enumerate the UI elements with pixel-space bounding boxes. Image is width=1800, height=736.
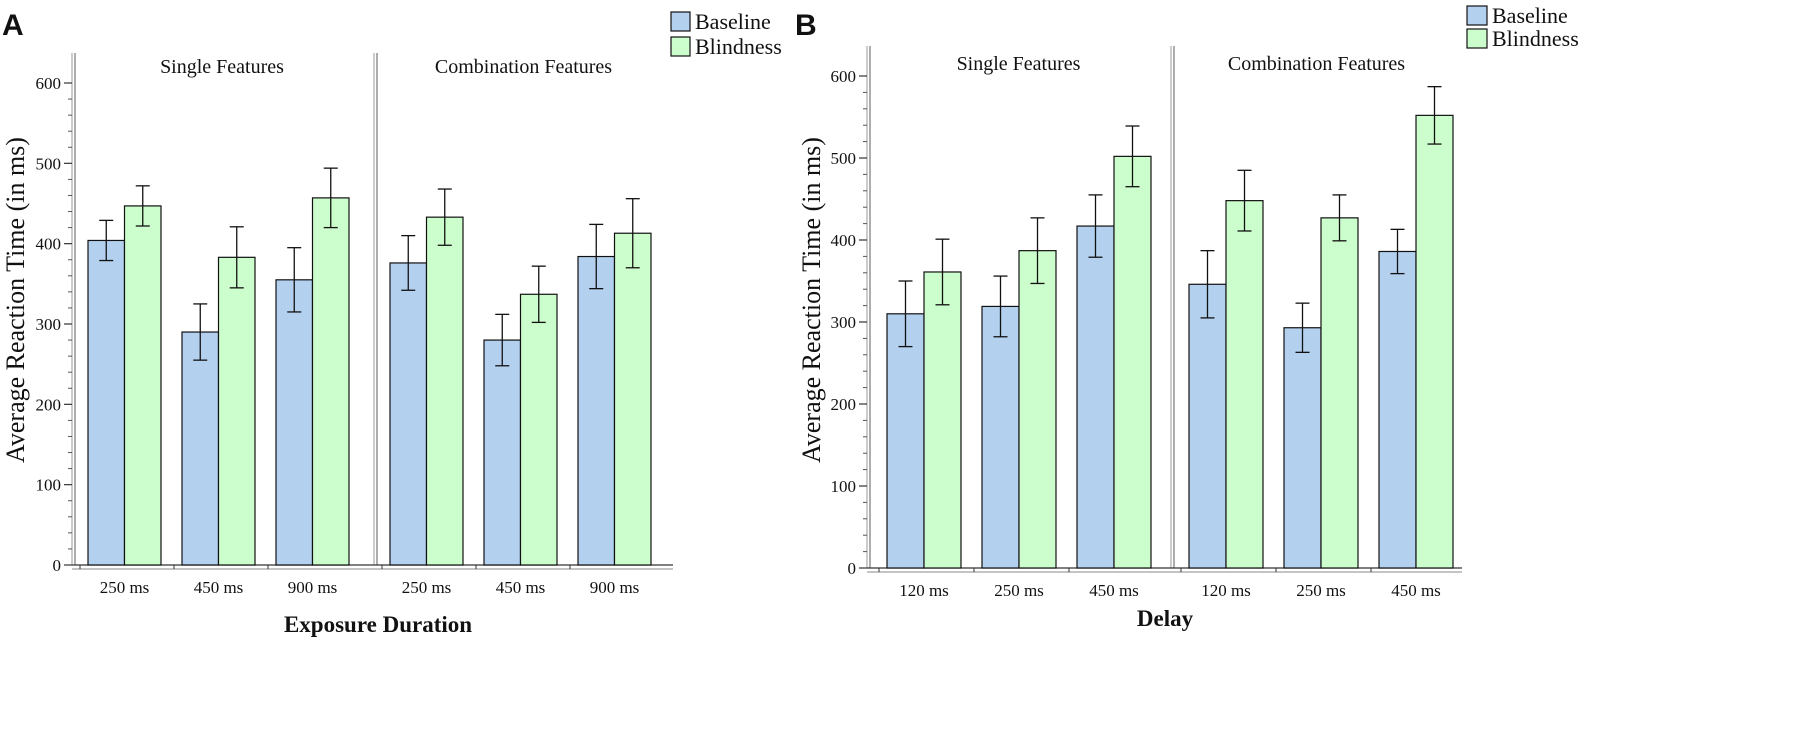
panel-b-y-tick-label: 600 bbox=[831, 67, 857, 86]
panel-a-category-label: 250 ms bbox=[402, 578, 452, 597]
panel-a-legend-swatch-blindness bbox=[670, 36, 691, 57]
panel-a-legend-label-baseline: Baseline bbox=[695, 9, 771, 34]
panel-b-bar-baseline bbox=[1076, 225, 1115, 569]
panel-b-y-axis-label: Average Reaction Time (in ms) bbox=[797, 137, 826, 463]
panel-b-bar-blindness bbox=[1018, 250, 1057, 569]
panel-b-y-tick-label: 500 bbox=[831, 149, 857, 168]
panel-b-category-label: 450 ms bbox=[1391, 581, 1441, 600]
panel-b-bar-baseline bbox=[1188, 283, 1227, 569]
panel-b-x-axis-label: Delay bbox=[1137, 606, 1194, 631]
panel-b-y-tick-label: 300 bbox=[831, 313, 857, 332]
panel-a-bar-blindness bbox=[613, 232, 652, 566]
panel-a-bar-blindness bbox=[425, 216, 464, 566]
panel-b-category-label: 450 ms bbox=[1089, 581, 1139, 600]
panel-b-bar-baseline bbox=[886, 313, 925, 569]
panel-a-legend-swatch-baseline bbox=[670, 11, 691, 32]
panel-b-category-label: 250 ms bbox=[994, 581, 1044, 600]
panel-a-category-label: 900 ms bbox=[590, 578, 640, 597]
panel-a-y-axis-label: Average Reaction Time (in ms) bbox=[1, 137, 30, 463]
panel-a-bar-baseline bbox=[389, 262, 428, 566]
panel-a-y-tick-label: 200 bbox=[36, 395, 62, 414]
panel-a-category-label: 900 ms bbox=[288, 578, 338, 597]
panel-a-bar-baseline bbox=[87, 239, 126, 566]
panel-b-y-tick-label: 200 bbox=[831, 395, 857, 414]
panel-a-bar-blindness bbox=[311, 197, 350, 566]
panel-b-y-tick-label: 0 bbox=[848, 559, 857, 578]
panel-b-bar-baseline bbox=[981, 305, 1020, 569]
panel-a-bar-blindness bbox=[519, 293, 558, 566]
panel-b-bar-blindness bbox=[1225, 200, 1264, 569]
panel-b-bar-blindness bbox=[1415, 114, 1454, 569]
panel-b-legend-swatch-baseline bbox=[1466, 5, 1488, 26]
panel-a-bar-baseline bbox=[181, 331, 220, 566]
panel-b-bar-baseline bbox=[1378, 250, 1417, 569]
panel-a-y-tick-label: 300 bbox=[36, 315, 62, 334]
panel-b-facet-title: Single Features bbox=[957, 53, 1081, 75]
panel-a-bar-baseline bbox=[483, 339, 522, 566]
panel-b-legend-swatch-blindness bbox=[1466, 28, 1488, 49]
panel-b-bar-baseline bbox=[1283, 327, 1322, 569]
panel-b-legend-label-blindness: Blindness bbox=[1492, 26, 1579, 51]
panel-a-y-tick-label: 100 bbox=[36, 476, 62, 495]
panel-b-category-label: 120 ms bbox=[899, 581, 949, 600]
panel-a-bar-baseline bbox=[577, 255, 616, 566]
panel-a-y-tick-label: 400 bbox=[36, 235, 62, 254]
panel-b-category-label: 250 ms bbox=[1296, 581, 1346, 600]
panel-b-bar-blindness bbox=[1320, 217, 1359, 569]
panel-a-x-axis-label: Exposure Duration bbox=[284, 612, 472, 637]
panel-a-legend-label-blindness: Blindness bbox=[695, 34, 782, 59]
panel-a-facet-title: Combination Features bbox=[435, 56, 612, 78]
panel-b-bar-blindness bbox=[923, 271, 962, 569]
panel-b-y-tick-label: 100 bbox=[831, 477, 857, 496]
panel-b-legend-label-baseline: Baseline bbox=[1492, 3, 1568, 28]
panel-a-bar-baseline bbox=[275, 279, 314, 566]
panel-a-category-label: 250 ms bbox=[100, 578, 150, 597]
panel-b-y-tick-label: 400 bbox=[831, 231, 857, 250]
panel-a-letter: A bbox=[2, 9, 24, 42]
panel-a-facet-title: Single Features bbox=[160, 56, 284, 78]
panel-a-category-label: 450 ms bbox=[496, 578, 546, 597]
panel-a-y-tick-label: 0 bbox=[53, 556, 62, 575]
panel-a-bar-blindness bbox=[217, 256, 256, 566]
panel-b-facet-title: Combination Features bbox=[1228, 53, 1405, 75]
panel-a-y-tick-label: 500 bbox=[36, 154, 62, 173]
panel-a-bar-blindness bbox=[123, 205, 162, 566]
panel-b-category-label: 120 ms bbox=[1201, 581, 1251, 600]
panel-b-bar-blindness bbox=[1113, 155, 1152, 569]
panel-b-letter: B bbox=[795, 9, 817, 42]
panel-a-category-label: 450 ms bbox=[194, 578, 244, 597]
panel-a-y-tick-label: 600 bbox=[36, 74, 62, 93]
